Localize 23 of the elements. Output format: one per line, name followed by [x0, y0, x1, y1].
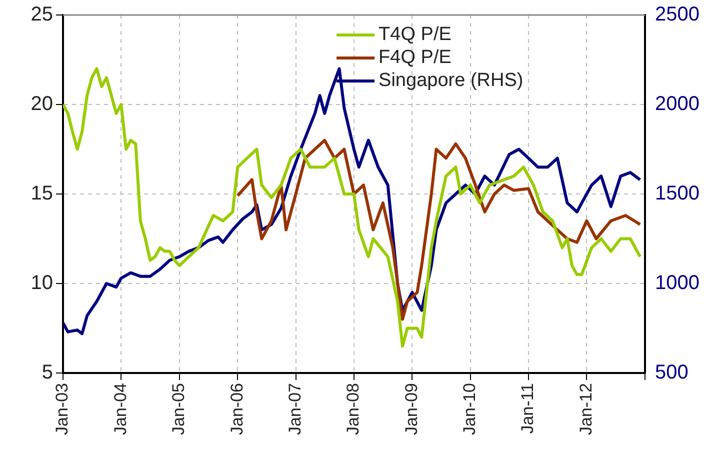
x-tick-label: Jan-06: [227, 383, 246, 435]
y-tick-label: 25: [30, 4, 53, 26]
x-tick-label: Jan-04: [110, 383, 130, 435]
legend-label: Singapore (RHS): [378, 70, 524, 92]
y-tick-label: 5: [42, 362, 53, 384]
y2-tick-label: 1000: [655, 272, 700, 294]
x-tick-label: Jan-09: [402, 383, 421, 435]
x-tick-label: Jan-10: [460, 383, 480, 435]
x-tick-label: Jan-07: [285, 383, 304, 435]
y-tick-label: 15: [30, 182, 53, 205]
legend-label: T4Q P/E: [378, 24, 452, 46]
x-tick-label: Jan-08: [344, 383, 363, 435]
y2-tick-label: 2000: [655, 93, 700, 116]
y-tick-label: 20: [30, 93, 53, 116]
legend-label: F4Q P/E: [378, 47, 452, 68]
x-tick-label: Jan-03: [52, 383, 72, 435]
x-tick-label: Jan-05: [169, 383, 188, 435]
y-tick-label: 10: [30, 272, 53, 294]
y2-tick-label: 1500: [655, 182, 700, 205]
x-tick-label: Jan-12: [576, 383, 596, 435]
y2-tick-label: 2500: [655, 4, 700, 26]
x-tick-label: Jan-11: [518, 383, 538, 434]
y2-tick-label: 500: [655, 362, 688, 384]
